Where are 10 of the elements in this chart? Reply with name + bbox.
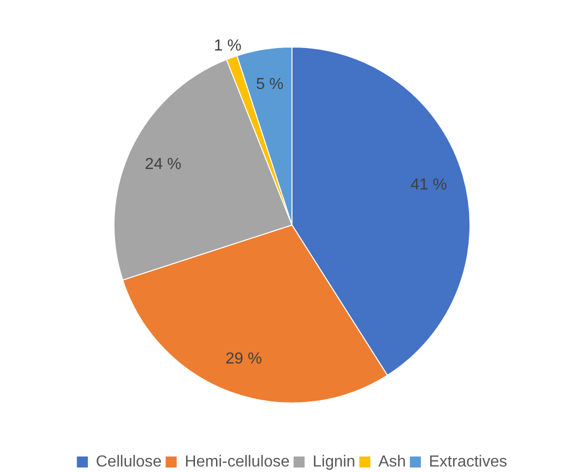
data-label: 41 % [410,176,447,194]
legend-label: Ash [378,453,406,470]
legend-label: Cellulose [96,453,162,470]
data-label: 5 % [256,76,284,93]
legend-label: Hemi-cellulose [184,453,290,470]
data-label: 1 % [214,38,242,55]
data-label: 24 % [144,156,182,173]
legend-label: Extractives [428,453,508,470]
data-label: 29 % [226,350,262,368]
legend-label: Lignin [312,453,356,470]
